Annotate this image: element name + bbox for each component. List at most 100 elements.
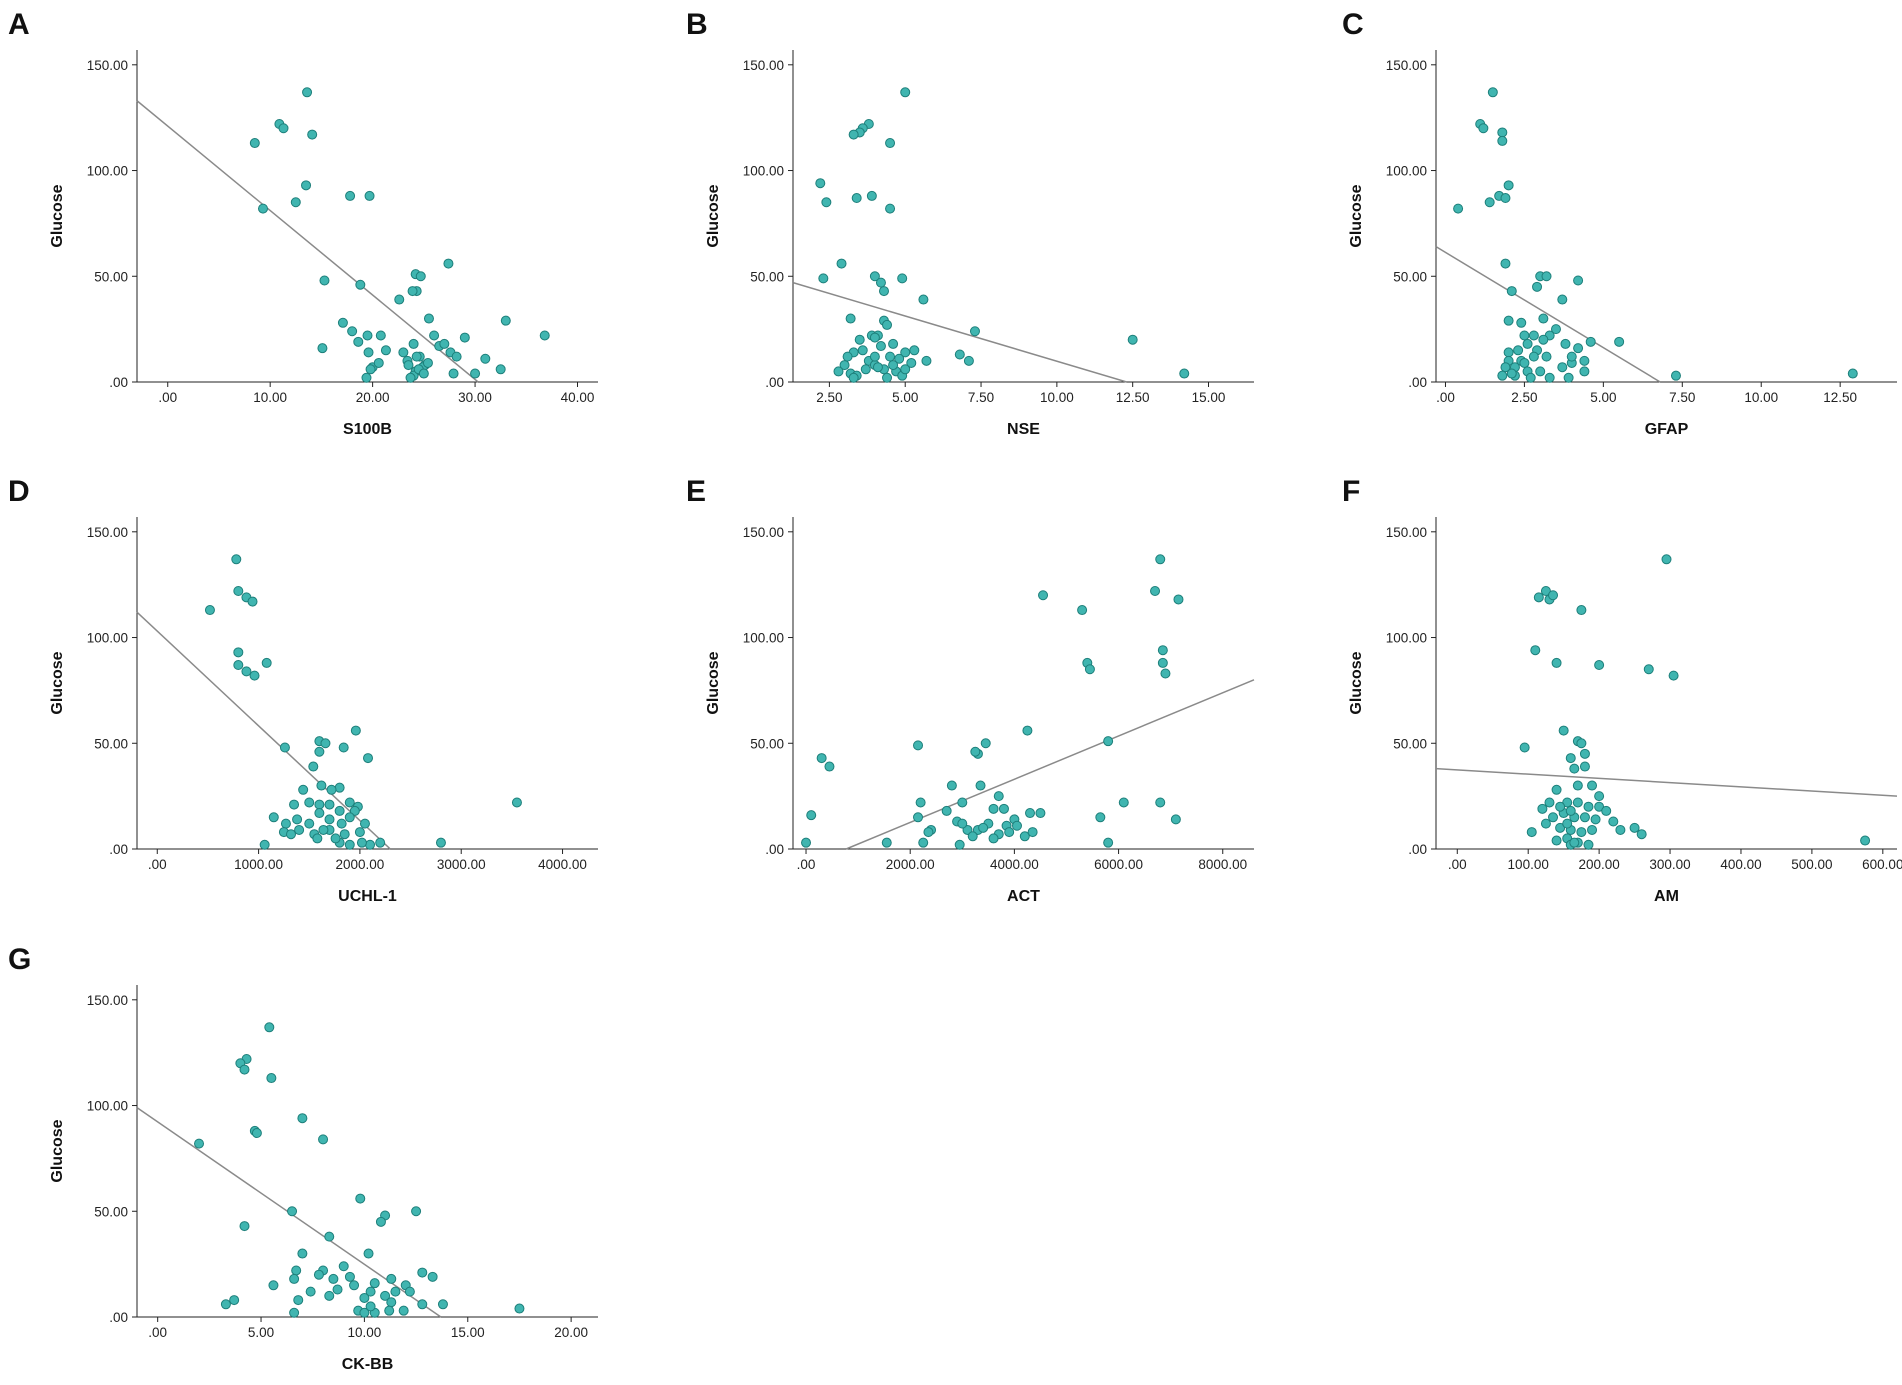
data-point	[869, 351, 880, 362]
data-point	[1636, 829, 1647, 840]
data-point	[365, 1286, 376, 1297]
data-point	[429, 330, 440, 341]
data-point	[308, 761, 319, 772]
panel-letter-e: E	[686, 475, 706, 508]
data-point	[957, 797, 968, 808]
y-tick-label: 150.00	[743, 525, 784, 540]
data-point	[1615, 824, 1626, 835]
data-point	[1560, 338, 1571, 349]
data-point	[1526, 827, 1537, 838]
x-axis-title: S100B	[343, 421, 392, 438]
y-axis-title: Glucose	[49, 651, 66, 714]
data-point	[1587, 780, 1598, 791]
x-tick-label: 7.50	[968, 390, 994, 405]
data-point	[344, 839, 355, 850]
data-point	[359, 818, 370, 829]
data-point	[1576, 827, 1587, 838]
data-point	[398, 1305, 409, 1316]
data-point	[1548, 812, 1559, 823]
data-point	[1541, 351, 1552, 362]
data-point	[259, 839, 270, 850]
data-point	[1127, 334, 1138, 345]
data-point	[848, 129, 859, 140]
data-point	[319, 275, 330, 286]
x-axis-title: ACT	[1007, 888, 1040, 905]
data-point	[294, 824, 305, 835]
data-point	[417, 1267, 428, 1278]
data-point	[1550, 324, 1561, 335]
x-tick-label: 500.00	[1791, 857, 1832, 872]
panel-d: D .00 50.00 100.00 150.00 .00 1000.00 2000.00 30…	[8, 475, 598, 905]
data-point	[435, 837, 446, 848]
data-point	[1540, 818, 1551, 829]
data-point	[993, 791, 1004, 802]
data-point	[1503, 180, 1514, 191]
data-point	[1038, 590, 1049, 601]
data-point	[480, 353, 491, 364]
data-point	[334, 805, 345, 816]
data-point	[963, 355, 974, 366]
data-point	[821, 197, 832, 208]
data-point	[918, 294, 929, 305]
y-tick-label: .00	[109, 1310, 128, 1325]
data-point	[1587, 824, 1598, 835]
data-point	[1608, 816, 1619, 827]
data-point	[1579, 761, 1590, 772]
y-tick-label: 100.00	[1386, 164, 1427, 179]
data-point	[957, 818, 968, 829]
data-point	[1643, 664, 1654, 675]
data-point	[894, 353, 905, 364]
x-tick-label: 1000.00	[234, 857, 283, 872]
data-point	[239, 1064, 250, 1075]
data-point	[302, 87, 313, 98]
data-point	[287, 1206, 298, 1217]
data-point	[1170, 814, 1181, 825]
y-tick-label: .00	[109, 375, 128, 390]
data-point	[1528, 351, 1539, 362]
data-point	[194, 1138, 205, 1149]
data-point	[261, 657, 272, 668]
data-point	[1478, 123, 1489, 134]
data-point	[851, 193, 862, 204]
data-point	[337, 317, 348, 328]
data-point	[324, 814, 335, 825]
data-point	[297, 1248, 308, 1259]
data-point	[854, 334, 865, 345]
y-axis-title: Glucose	[49, 1119, 66, 1182]
panel-e: E .00 50.00 100.00 150.00 .00 2000.00 4000.00 60…	[686, 475, 1255, 905]
data-point	[249, 670, 260, 681]
data-point	[314, 808, 325, 819]
data-point	[988, 833, 999, 844]
data-point	[878, 286, 889, 297]
x-axis-title: CK-BB	[342, 1356, 394, 1373]
data-point	[324, 1231, 335, 1242]
data-point	[1562, 818, 1573, 829]
data-point	[380, 345, 391, 356]
data-point	[304, 818, 315, 829]
data-point	[1551, 657, 1562, 668]
data-point	[1530, 645, 1541, 656]
x-tick-label: .00	[148, 1325, 167, 1340]
regression-line	[136, 100, 479, 383]
data-point	[239, 1221, 250, 1232]
data-point	[408, 338, 419, 349]
x-tick-label: 2.50	[816, 390, 842, 405]
data-point	[289, 799, 300, 810]
data-point	[233, 647, 244, 658]
data-point	[1583, 839, 1594, 850]
data-point	[885, 138, 896, 149]
y-tick-label: 100.00	[87, 631, 128, 646]
y-tick-label: 50.00	[94, 1204, 128, 1219]
data-point	[418, 368, 429, 379]
data-point	[415, 271, 426, 282]
data-point	[229, 1295, 240, 1306]
data-point	[289, 1307, 300, 1318]
data-point	[918, 837, 929, 848]
x-axis-title: GFAP	[1645, 421, 1689, 438]
data-point	[1011, 820, 1022, 831]
x-tick-label: 5.00	[248, 1325, 274, 1340]
data-point	[815, 178, 826, 189]
panel-letter-c: C	[1342, 8, 1364, 41]
data-point	[915, 797, 926, 808]
